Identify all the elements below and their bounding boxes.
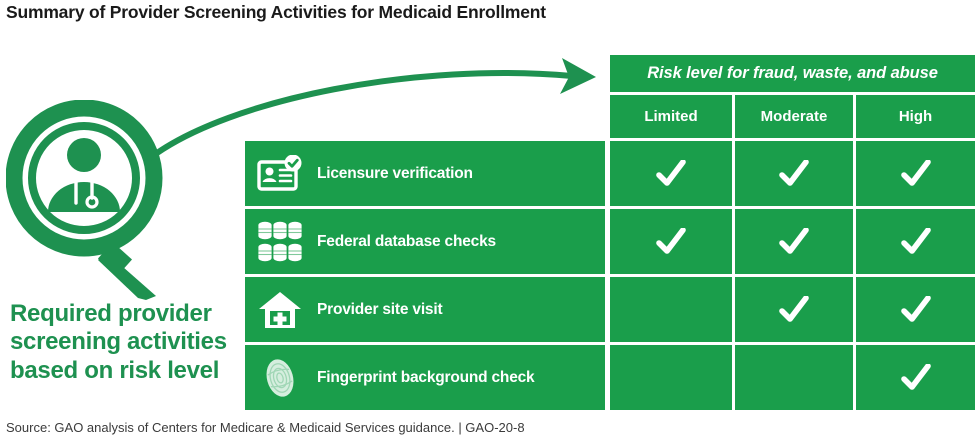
caption-line-3: based on risk level: [10, 356, 220, 384]
table-cell: [610, 141, 732, 206]
table-cell: [610, 209, 732, 274]
row-label-text: Licensure verification: [317, 164, 473, 182]
caption-line-2: screening activities: [10, 328, 227, 356]
table-cell: [610, 277, 732, 342]
clinic-house-cross-icon: [253, 285, 307, 335]
database-stack-icon: [253, 217, 307, 267]
table-cell: [856, 277, 975, 342]
table-cell: [735, 209, 853, 274]
table-cell: [856, 345, 975, 410]
table-cell: [735, 141, 853, 206]
page-title: Summary of Provider Screening Activities…: [6, 2, 546, 22]
fingerprint-icon: [253, 353, 307, 403]
risk-level-header: Risk level for fraud, waste, and abuse: [610, 55, 975, 92]
table-cell: [856, 209, 975, 274]
checkmark-icon: [900, 363, 931, 390]
table-cell: [735, 345, 853, 410]
source-note: Source: GAO analysis of Centers for Medi…: [6, 420, 525, 435]
checkmark-icon: [656, 227, 686, 254]
column-header-limited: Limited: [610, 95, 732, 138]
magnifying-glass-provider-icon: [5, 99, 186, 300]
column-header-moderate: Moderate: [735, 95, 853, 138]
screening-activities-table: Risk level for fraud, waste, and abuse L…: [245, 55, 975, 413]
table-row-label: Provider site visit: [245, 277, 605, 342]
checkmark-icon: [900, 159, 931, 186]
table-cell: [735, 277, 853, 342]
checkmark-icon: [656, 159, 686, 186]
checkmark-icon: [779, 295, 809, 322]
id-card-check-icon: [253, 149, 307, 199]
row-label-text: Federal database checks: [317, 232, 496, 250]
column-header-high: High: [856, 95, 975, 138]
caption-line-1: Required provider: [10, 300, 212, 327]
left-caption: Required provider screening activities b…: [10, 300, 250, 385]
checkmark-icon: [900, 227, 931, 254]
curved-arrow-icon: [120, 50, 620, 180]
row-label-text: Fingerprint background check: [317, 368, 535, 386]
checkmark-icon: [900, 295, 931, 322]
row-label-text: Provider site visit: [317, 300, 443, 318]
table-row-label: Federal database checks: [245, 209, 605, 274]
table-cell: [610, 345, 732, 410]
table-row-label: Fingerprint background check: [245, 345, 605, 410]
checkmark-icon: [779, 159, 809, 186]
checkmark-icon: [779, 227, 809, 254]
table-row-label: Licensure verification: [245, 141, 605, 206]
table-cell: [856, 141, 975, 206]
